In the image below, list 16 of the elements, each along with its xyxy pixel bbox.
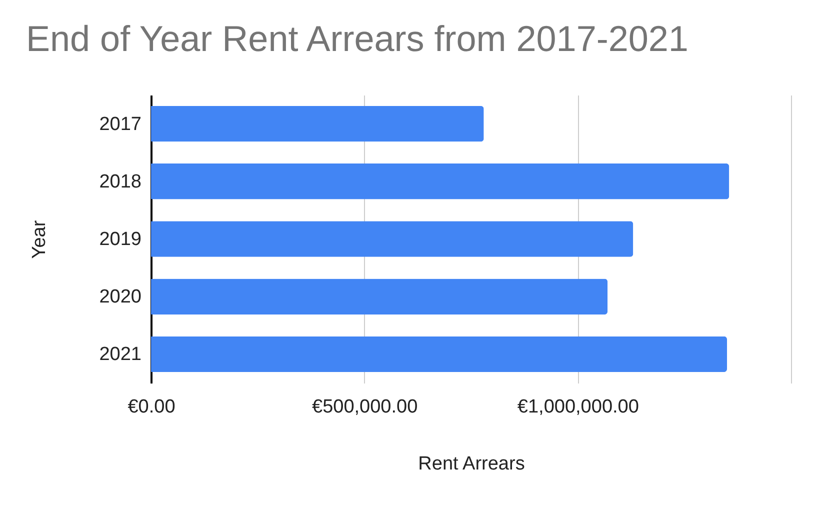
chart-title: End of Year Rent Arrears from 2017-2021 <box>26 18 688 59</box>
y-tick-label: 2021 <box>99 344 142 366</box>
bar <box>151 336 727 372</box>
x-axis-title: Rent Arrears <box>418 454 525 474</box>
x-tick-label: €1,000,000.00 <box>517 396 639 418</box>
y-axis-title: Year <box>29 220 50 259</box>
x-tick-label: €0.00 <box>128 396 176 418</box>
x-tick-label: €500,000.00 <box>312 396 418 418</box>
y-tick-label: 2017 <box>99 114 142 135</box>
bar <box>151 106 484 142</box>
bar <box>151 221 634 257</box>
bar <box>151 278 608 314</box>
bar <box>151 164 730 200</box>
y-tick-label: 2020 <box>99 286 142 308</box>
y-tick-label: 2019 <box>99 229 142 250</box>
y-tick-label: 2018 <box>99 171 142 192</box>
